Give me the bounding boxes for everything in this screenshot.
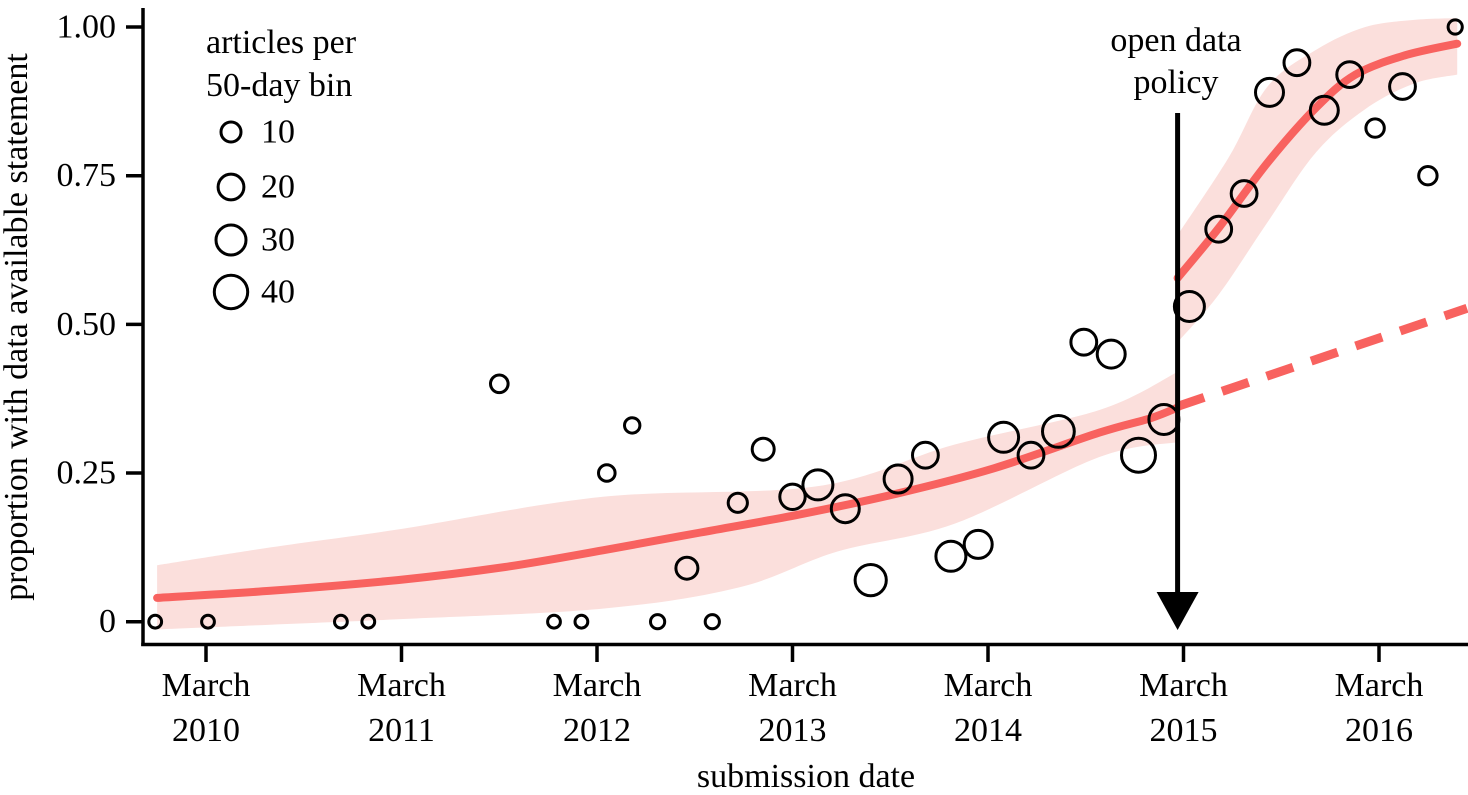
axes: 00.250.500.751.00March2010March2011March…	[57, 8, 1468, 749]
data-point-bubble	[200, 613, 216, 630]
legend-size-label: 10	[261, 114, 295, 151]
data-point-bubble	[987, 420, 1021, 454]
data-point-bubble	[674, 555, 700, 581]
data-point-bubble	[1417, 165, 1439, 187]
data-point-bubble	[829, 493, 861, 525]
data-points	[147, 18, 1464, 631]
y-tick-label: 0.75	[57, 157, 117, 194]
x-tick-label-month: March	[748, 667, 837, 704]
data-point-bubble	[703, 613, 721, 631]
bubble-size-legend: articles per 50-day bin 10 20 30 40	[206, 24, 357, 311]
data-point-bubble	[882, 463, 914, 495]
data-point-bubble	[1204, 214, 1234, 244]
pre-policy-confidence-ribbon	[157, 371, 1178, 630]
legend-size-circle	[212, 273, 250, 311]
x-tick-label-year: 2010	[172, 712, 240, 749]
confidence-ribbons	[157, 18, 1458, 630]
data-point-bubble	[573, 613, 590, 630]
legend-size-circle	[219, 120, 243, 144]
x-tick-label-month: March	[357, 667, 446, 704]
y-tick-label: 0.25	[57, 455, 117, 492]
data-point-bubble	[750, 436, 776, 462]
data-point-bubble	[1016, 440, 1046, 470]
data-point-bubble	[911, 440, 940, 470]
data-point-bubble	[934, 539, 968, 573]
data-point-bubble	[333, 613, 349, 630]
legend-size-circle	[214, 223, 248, 257]
data-point-bubble	[1147, 403, 1181, 436]
data-point-bubble	[778, 482, 807, 511]
data-point-bubble	[1229, 179, 1259, 208]
data-point-bubble	[489, 373, 510, 395]
x-tick-label-month: March	[1335, 667, 1424, 704]
data-point-bubble	[1120, 436, 1157, 474]
data-point-bubble	[1069, 327, 1099, 357]
x-axis-title: submission date	[697, 758, 915, 795]
legend-title-line1: articles per	[206, 24, 357, 61]
annotation-open-data-label-line2: policy	[1134, 64, 1219, 101]
data-point-bubble	[726, 491, 749, 514]
annotation-open-data-label-line1: open data	[1110, 22, 1241, 59]
pre-policy-trend-line	[153, 403, 1182, 602]
legend-size-label: 20	[261, 169, 295, 206]
post-policy-confidence-ribbon	[1177, 18, 1458, 343]
data-point-bubble	[1335, 60, 1365, 89]
data-point-bubble	[649, 613, 667, 631]
data-point-bubble	[147, 613, 164, 630]
legend-size-circle	[216, 172, 246, 202]
x-tick-label-year: 2015	[1150, 712, 1218, 749]
data-point-bubble	[623, 416, 642, 435]
data-point-bubble	[597, 463, 617, 483]
data-point-bubble	[360, 613, 377, 630]
x-tick-label-year: 2011	[368, 712, 435, 749]
data-point-bubble	[1254, 76, 1285, 108]
x-tick-label-month: March	[162, 667, 251, 704]
y-tick-label: 0	[99, 603, 116, 640]
y-axis-title: proportion with data available statement	[0, 53, 35, 601]
data-point-bubble	[853, 563, 888, 598]
x-tick-label-month: March	[553, 667, 642, 704]
x-tick-label-month: March	[944, 667, 1033, 704]
data-point-bubble	[962, 528, 994, 560]
x-tick-label-year: 2016	[1345, 712, 1413, 749]
legend-title-line2: 50-day bin	[206, 67, 352, 104]
counterfactual-dashed-line	[1176, 304, 1468, 411]
policy-annotation: open data policy	[1110, 22, 1242, 630]
legend-size-label: 30	[261, 222, 295, 259]
data-point-bubble	[1095, 338, 1127, 370]
data-point-bubble	[801, 468, 835, 502]
data-point-bubble	[1364, 117, 1386, 139]
data-point-bubble	[1446, 18, 1464, 36]
y-tick-label: 0.50	[57, 306, 117, 343]
policy-arrow-head	[1156, 592, 1199, 630]
x-tick-label-year: 2012	[563, 712, 631, 749]
legend-size-label: 40	[261, 274, 295, 311]
x-tick-label-month: March	[1139, 667, 1228, 704]
data-point-bubble	[1308, 94, 1340, 126]
y-tick-label: 1.00	[57, 9, 117, 46]
x-tick-label-year: 2013	[759, 712, 827, 749]
data-point-bubble	[1388, 72, 1417, 101]
x-tick-label-year: 2014	[954, 712, 1022, 749]
data-point-bubble	[546, 613, 562, 630]
data-point-bubble	[1172, 290, 1206, 323]
data-point-bubble	[1041, 414, 1076, 449]
data-point-bubble	[1282, 48, 1312, 78]
